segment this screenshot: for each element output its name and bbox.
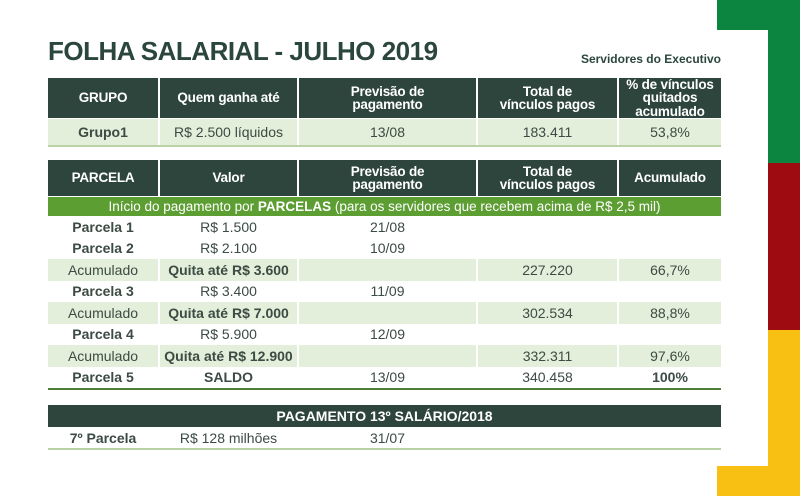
parcela-row: Parcela 2 R$ 2.100 10/09 [48,237,721,259]
cell-parcela: Parcela 3 [72,283,134,300]
page-subtitle: Servidores do Executivo [580,52,721,66]
banner-text-suffix: (para os servidores que recebem acima de… [331,199,661,214]
empty-cell [617,427,721,448]
cell-valor: SALDO [158,366,297,388]
col-header-acumulado: Acumulado [617,160,721,196]
cell-total: 340.458 [476,366,617,388]
decimo-table-header: PAGAMENTO 13º SALÁRIO/2018 [48,405,721,427]
parcelas-table-header-row: PARCELA Valor Previsão de pagamento Tota… [48,160,721,196]
cell-total [476,280,617,302]
parcela-row: Parcela 1 R$ 1.500 21/08 [48,216,721,238]
parcela-row: Parcela 5 SALDO 13/09 340.458 100% [48,366,721,388]
cell-valor: R$ 5.900 [158,323,297,345]
cell-acumulado [617,280,721,302]
cell-valor: R$ 3.400 [158,280,297,302]
parcela-row: Parcela 4 R$ 5.900 12/09 [48,323,721,345]
cell-acumulado [617,216,721,238]
cell-previsao [297,259,476,281]
decimo-salario-table: PAGAMENTO 13º SALÁRIO/2018 7º Parcela R$… [48,405,721,450]
col-header-valor: Valor [158,160,297,196]
cell-acumulado: 88,8% [617,302,721,324]
acumulado-row: Acumulado Quita até R$ 12.900 332.311 97… [48,345,721,367]
cell-previsao: 13/09 [297,366,476,388]
col-header-grupo: GRUPO [48,78,158,118]
col-header-total-vinculos: Total de vínculos pagos [476,160,617,196]
cell-quem-ganha: R$ 2.500 líquidos [158,119,297,145]
cell-valor: R$ 1.500 [158,216,297,238]
cell-valor: R$ 128 milhões [158,427,297,448]
cell-previsao: 13/08 [297,119,476,145]
parcela-row: Parcela 3 R$ 3.400 11/09 [48,280,721,302]
cell-acumulado: 97,6% [617,345,721,367]
cell-parcela: Parcela 2 [72,240,134,257]
cell-total: 183.411 [476,119,617,145]
flag-stripe-yellow-corner [717,466,800,496]
banner-text-prefix: Início do pagamento por [108,199,258,214]
col-header-percent-quitados: % de vínculos quitados acumulado [617,78,721,118]
cell-acumulado: 100% [617,366,721,388]
cell-valor: Quita até R$ 7.000 [158,302,297,324]
cell-parcela: Acumulado [67,347,139,364]
col-header-parcela: PARCELA [48,160,158,196]
page-title: FOLHA SALARIAL - JULHO 2019 [48,36,438,66]
flag-stripe-red [768,163,800,330]
cell-previsao: 10/09 [297,237,476,259]
parcelas-table: PARCELA Valor Previsão de pagamento Tota… [48,160,721,390]
flag-stripe-green [768,0,800,163]
banner-text-bold: PARCELAS [257,199,332,214]
cell-parcela: Parcela 5 [72,369,134,386]
cell-parcela: Acumulado [67,261,139,278]
cell-previsao: 12/09 [297,323,476,345]
cell-total: 227.220 [476,259,617,281]
cell-acumulado: 66,7% [617,259,721,281]
col-header-quem-ganha: Quem ganha até [158,78,297,118]
cell-total [476,323,617,345]
decimo-table-row: 7º Parcela R$ 128 milhões 31/07 [48,427,721,448]
empty-cell [476,427,617,448]
cell-acumulado [617,323,721,345]
col-header-previsao: Previsão de pagamento [297,78,476,118]
cell-previsao [297,302,476,324]
col-header-previsao: Previsão de pagamento [297,160,476,196]
grupo-table-row: Grupo1 R$ 2.500 líquidos 13/08 183.411 5… [48,118,721,145]
cell-parcela: Acumulado [67,304,139,321]
cell-previsao: 31/07 [297,427,476,448]
cell-total: 332.311 [476,345,617,367]
grupo-table-header-row: GRUPO Quem ganha até Previsão de pagamen… [48,78,721,118]
cell-parcela: Parcela 4 [72,326,134,343]
cell-valor: Quita até R$ 3.600 [158,259,297,281]
acumulado-row: Acumulado Quita até R$ 3.600 227.220 66,… [48,259,721,281]
cell-total [476,216,617,238]
cell-parcela: Parcela 1 [72,218,134,235]
col-header-total-vinculos: Total de vínculos pagos [476,78,617,118]
cell-total [476,237,617,259]
cell-grupo: Grupo1 [78,124,128,140]
acumulado-row: Acumulado Quita até R$ 7.000 302.534 88,… [48,302,721,324]
cell-valor: R$ 2.100 [158,237,297,259]
cell-percentual: 53,8% [617,119,721,145]
cell-acumulado [617,237,721,259]
parcelas-banner: Início do pagamento por PARCELAS (para o… [48,196,721,216]
cell-previsao: 21/08 [297,216,476,238]
cell-previsao: 11/09 [297,280,476,302]
cell-previsao [297,345,476,367]
grupo-table: GRUPO Quem ganha até Previsão de pagamen… [48,78,721,147]
cell-parcela: 7º Parcela [69,429,137,446]
cell-valor: Quita até R$ 12.900 [158,345,297,367]
cell-total: 302.534 [476,302,617,324]
